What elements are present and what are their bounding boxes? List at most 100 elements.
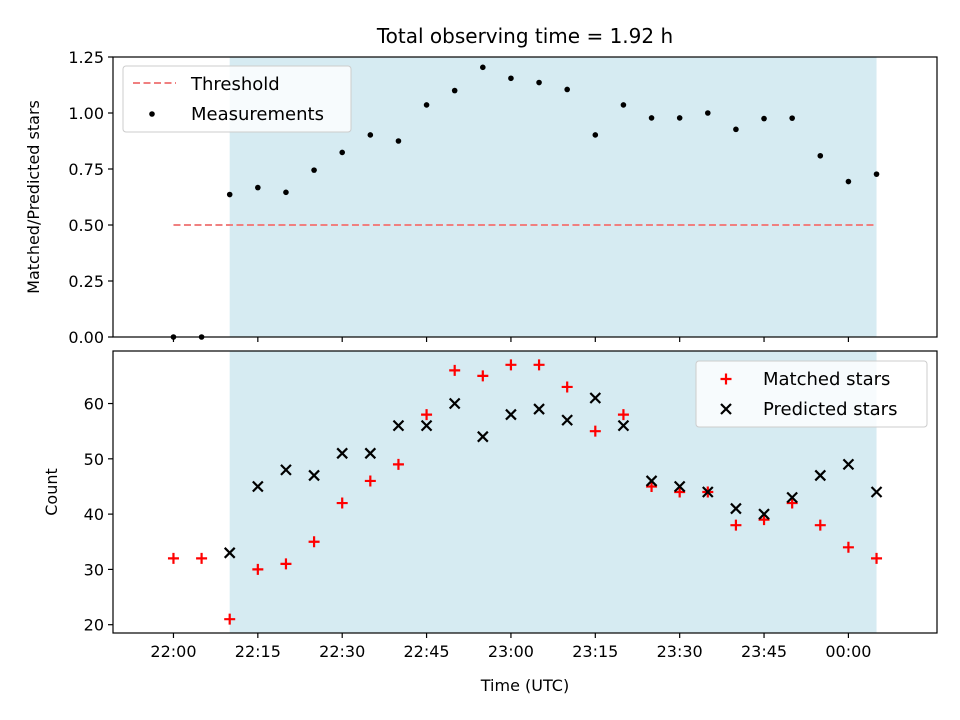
matched-point	[364, 475, 376, 487]
matched-point	[842, 541, 854, 553]
predicted-point	[814, 469, 827, 482]
measurement-point	[536, 79, 542, 86]
y-tick-label: 0.50	[68, 216, 104, 235]
predicted-point	[364, 447, 377, 460]
x-tick-label: 22:15	[235, 642, 281, 661]
legend-label-matched: Matched stars	[763, 369, 890, 390]
matched-point	[617, 409, 629, 421]
measurement-point	[508, 75, 514, 82]
legend-label-measurements: Measurements	[191, 104, 324, 125]
measurement-point	[592, 132, 599, 138]
measurement-point	[704, 110, 711, 116]
y-tick-label: 0.00	[68, 328, 104, 347]
measurement-point	[395, 138, 402, 144]
matched-point	[786, 497, 798, 509]
matched-point	[589, 425, 601, 437]
measurement-point	[789, 115, 795, 121]
legend-predicted-swatch	[720, 403, 732, 415]
x-tick-label: 22:45	[404, 642, 450, 661]
x-tick-label: 23:15	[572, 642, 618, 661]
y-tick-label: 0.25	[68, 272, 104, 291]
y-tick-label: 50	[84, 450, 104, 469]
predicted-point	[477, 430, 489, 443]
x-axis-label: Time (UTC)	[480, 676, 569, 695]
y-tick-label: 20	[84, 616, 104, 635]
legend: Matched stars Predicted stars	[695, 360, 928, 428]
measurement-point	[817, 152, 824, 159]
chart-title: Total observing time = 1.92 h	[376, 24, 673, 48]
measurement-point	[648, 115, 655, 121]
matched-point	[871, 552, 883, 564]
measurement-point	[761, 115, 767, 122]
predicted-point	[589, 392, 602, 404]
predicted-point	[533, 403, 545, 415]
legend: Threshold Measurements	[122, 65, 352, 133]
predicted-point	[280, 464, 292, 476]
matched-point	[505, 359, 517, 371]
y-tick-label: 60	[84, 395, 104, 414]
measurement-point	[564, 86, 570, 93]
count-panel: 20 30 40 50 60 22:00 22:15 22:30 22:45 23:00 23:15…	[42, 350, 938, 695]
matched-point	[421, 409, 433, 421]
y-tick-label: 30	[84, 560, 104, 579]
measurement-point	[311, 167, 317, 173]
predicted-point	[392, 419, 405, 432]
predicted-point	[505, 408, 517, 421]
measurement-point	[283, 189, 289, 196]
measurement-point	[845, 178, 852, 185]
y-tick-label: 1.00	[68, 104, 104, 123]
measurement-point	[423, 102, 430, 108]
predicted-point	[702, 486, 714, 498]
matched-point	[477, 370, 489, 382]
predicted-point	[420, 419, 433, 432]
x-tick-label: 23:30	[657, 642, 703, 661]
measurement-point	[226, 191, 233, 198]
x-tick-label: 23:45	[741, 642, 787, 661]
measurement-point	[873, 171, 880, 177]
ratio-panel: 0.00 0.25 0.50 0.75 1.00 1.25 Matched/Predicte…	[24, 48, 938, 347]
matched-point	[392, 458, 404, 470]
measurement-point	[451, 87, 458, 94]
y-tick-label: 40	[84, 505, 104, 524]
matched-point	[336, 497, 348, 509]
measurement-point	[733, 126, 739, 133]
measurement-point	[620, 102, 627, 108]
matched-point	[758, 514, 770, 526]
x-tick-label: 00:00	[825, 642, 871, 661]
matched-point	[167, 552, 179, 564]
measurement-point	[480, 64, 486, 71]
measurement-point	[255, 184, 261, 191]
predicted-point	[786, 491, 798, 504]
matched-point	[308, 536, 320, 548]
axes-frame	[112, 56, 938, 338]
y-tick-label: 0.75	[68, 160, 104, 179]
predicted-point	[336, 447, 348, 460]
x-tick-label: 22:00	[150, 642, 196, 661]
matched-point	[533, 359, 545, 371]
y-tick-label: 1.25	[68, 48, 104, 67]
legend-matched-swatch	[720, 373, 732, 385]
legend-box	[695, 360, 928, 428]
predicted-point	[870, 486, 883, 498]
y-axis-label: Matched/Predicted stars	[24, 100, 43, 294]
predicted-point	[842, 458, 855, 471]
matched-point	[730, 519, 742, 531]
matched-point	[561, 381, 573, 393]
predicted-point	[617, 419, 630, 432]
matched-point	[196, 552, 208, 564]
predicted-point	[730, 502, 742, 515]
legend-label-threshold: Threshold	[190, 74, 280, 95]
matched-point	[252, 563, 264, 575]
matched-point	[224, 613, 236, 625]
predicted-point	[673, 480, 686, 493]
predicted-point	[645, 475, 658, 487]
axes-frame	[112, 350, 938, 634]
legend-label-predicted: Predicted stars	[763, 399, 897, 420]
predicted-point	[308, 469, 320, 482]
predicted-point	[758, 508, 770, 520]
measurement-point	[339, 149, 346, 156]
predicted-point	[561, 414, 573, 426]
predicted-point	[252, 480, 264, 493]
predicted-point	[448, 397, 461, 410]
